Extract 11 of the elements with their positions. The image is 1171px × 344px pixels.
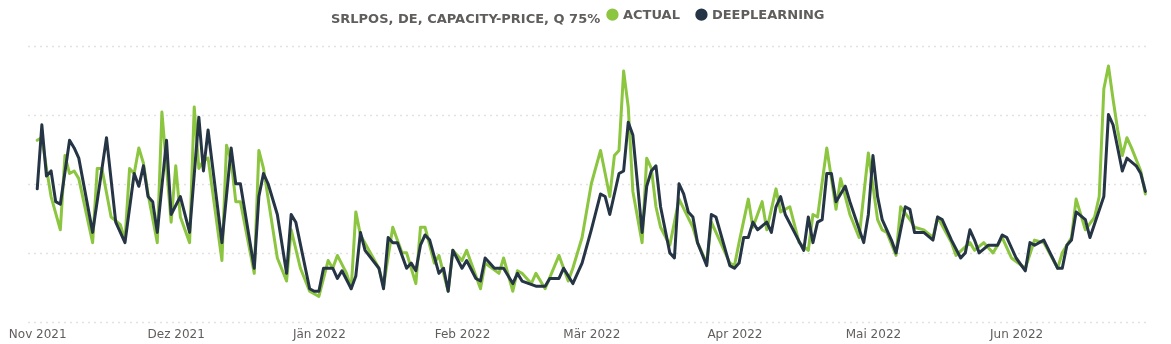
- legend-label: DEEPLEARNING: [711, 6, 825, 22]
- x-tick-label: Dez 2021: [147, 326, 205, 341]
- legend-label: ACTUAL: [622, 6, 680, 22]
- legend-title: SRLPOS, DE, CAPACITY-PRICE, Q 75%: [330, 11, 601, 26]
- x-tick-label: Apr 2022: [707, 326, 763, 341]
- x-tick-label: Nov 2021: [8, 326, 67, 341]
- x-tick-label: Jän 2022: [291, 326, 346, 341]
- x-tick-label: Mär 2022: [563, 326, 621, 341]
- x-tick-label: Jun 2022: [989, 326, 1044, 341]
- x-tick-label: Feb 2022: [434, 326, 491, 341]
- x-tick-label: Mai 2022: [845, 326, 902, 341]
